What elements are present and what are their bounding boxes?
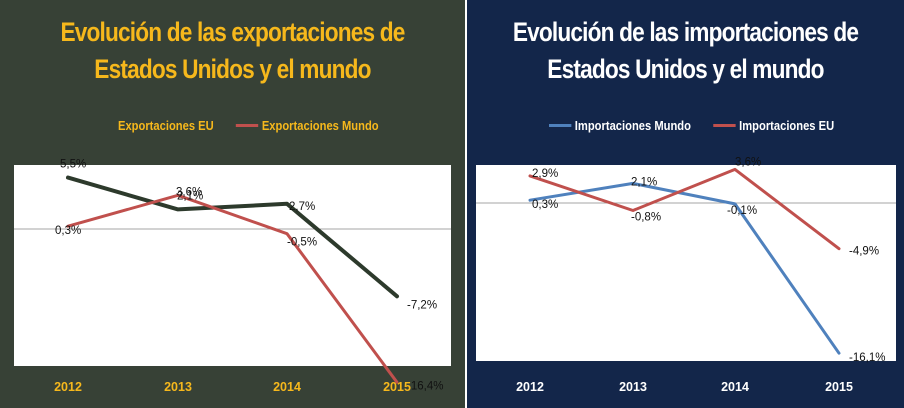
exports-data-label-exportaciones-mundo-2015: -16,4% (407, 380, 443, 392)
exports-chart-title: Evolución de las exportaciones de Estado… (37, 14, 428, 88)
legend-label-exportaciones-mundo: Exportaciones Mundo (261, 118, 379, 133)
imports-data-label-importaciones-eu-2015: -4,9% (849, 246, 879, 258)
legend-swatch-importaciones-eu (713, 124, 736, 127)
exports-plot-area: 5,5% 2,1% 2,7% -7,2% 0,3% 3,6% -0,5% -16,4% (14, 159, 451, 392)
exports-data-label-exportaciones-eu-2015: -7,2% (407, 299, 437, 311)
exports-line-chart-svg: 5,5% 2,1% 2,7% -7,2% 0,3% 3,6% -0,5% -16,4% (14, 159, 451, 392)
exports-data-label-exportaciones-eu-2012: 5,5% (60, 159, 86, 171)
imports-data-label-importaciones-mundo-2013: 2,1% (631, 176, 657, 188)
legend-item-exportaciones-mundo: Exportaciones Mundo (236, 118, 379, 133)
exports-x-tick-2012: 2012 (54, 380, 82, 394)
exports-x-tick-2015: 2015 (383, 380, 411, 394)
imports-data-label-importaciones-mundo-2015: -16,1% (849, 352, 885, 364)
exports-title-line2: Estados Unidos y el mundo (94, 54, 371, 84)
exports-series-line-exportaciones-eu (66, 175, 399, 299)
imports-data-label-importaciones-mundo-2014: -0,1% (727, 205, 757, 217)
imports-legend: Importaciones Mundo Importaciones EU (549, 118, 857, 133)
imports-series-line-importaciones-eu (528, 167, 841, 251)
legend-swatch-importaciones-mundo (549, 124, 572, 127)
legend-label-exportaciones-eu: Exportaciones EU (118, 118, 214, 133)
exports-data-label-exportaciones-mundo-2012: 0,3% (55, 225, 81, 237)
imports-chart-panel: Evolución de las importaciones de Estado… (467, 0, 904, 408)
exports-data-label-exportaciones-mundo-2013: 3,6% (176, 186, 202, 198)
imports-chart-title: Evolución de las importaciones de Estado… (502, 14, 869, 88)
exports-chart-panel: Evolución de las exportaciones de Estado… (0, 0, 465, 408)
imports-x-tick-2015: 2015 (825, 380, 853, 394)
exports-data-label-exportaciones-eu-2014: 2,7% (289, 201, 315, 213)
exports-x-tick-2014: 2014 (273, 380, 301, 394)
exports-x-tick-2013: 2013 (164, 380, 192, 394)
imports-line-chart-svg: 0,3% 2,1% -0,1% -16,1% 2,9% -0,8% 3,6% -4,9% (476, 156, 896, 364)
imports-data-label-importaciones-mundo-2012: 0,3% (532, 199, 558, 211)
exports-data-label-exportaciones-mundo-2014: -0,5% (287, 237, 317, 249)
imports-data-label-importaciones-eu-2014: 3,6% (735, 156, 761, 168)
legend-item-importaciones-mundo: Importaciones Mundo (549, 118, 691, 133)
legend-item-importaciones-eu: Importaciones EU (713, 118, 834, 133)
imports-x-tick-2014: 2014 (721, 380, 749, 394)
legend-label-importaciones-eu: Importaciones EU (739, 118, 835, 133)
exports-series-line-exportaciones-mundo (66, 193, 399, 384)
exports-x-axis: 2012 2013 2014 2015 (0, 380, 465, 398)
exports-legend: Exportaciones EU Exportaciones Mundo (118, 118, 401, 133)
exports-title-line1: Evolución de las exportaciones de (60, 17, 405, 47)
imports-x-tick-2012: 2012 (516, 380, 544, 394)
imports-title-line1: Evolución de las importaciones de (512, 17, 859, 47)
imports-title-line2: Estados Unidos y el mundo (547, 54, 824, 84)
imports-x-tick-2013: 2013 (619, 380, 647, 394)
exports-data-label-exportaciones-eu-2013: 2,1% (177, 190, 203, 202)
imports-data-label-importaciones-eu-2012: 2,9% (532, 168, 558, 180)
imports-series-line-importaciones-mundo (528, 181, 841, 355)
legend-item-exportaciones-eu: Exportaciones EU (118, 118, 214, 133)
imports-plot-area: 0,3% 2,1% -0,1% -16,1% 2,9% -0,8% 3,6% -4,9% (476, 156, 896, 364)
imports-data-label-importaciones-eu-2013: -0,8% (631, 211, 661, 223)
legend-label-importaciones-mundo: Importaciones Mundo (574, 118, 691, 133)
imports-x-axis: 2012 2013 2014 2015 (467, 380, 904, 398)
legend-swatch-exportaciones-mundo (236, 124, 259, 127)
